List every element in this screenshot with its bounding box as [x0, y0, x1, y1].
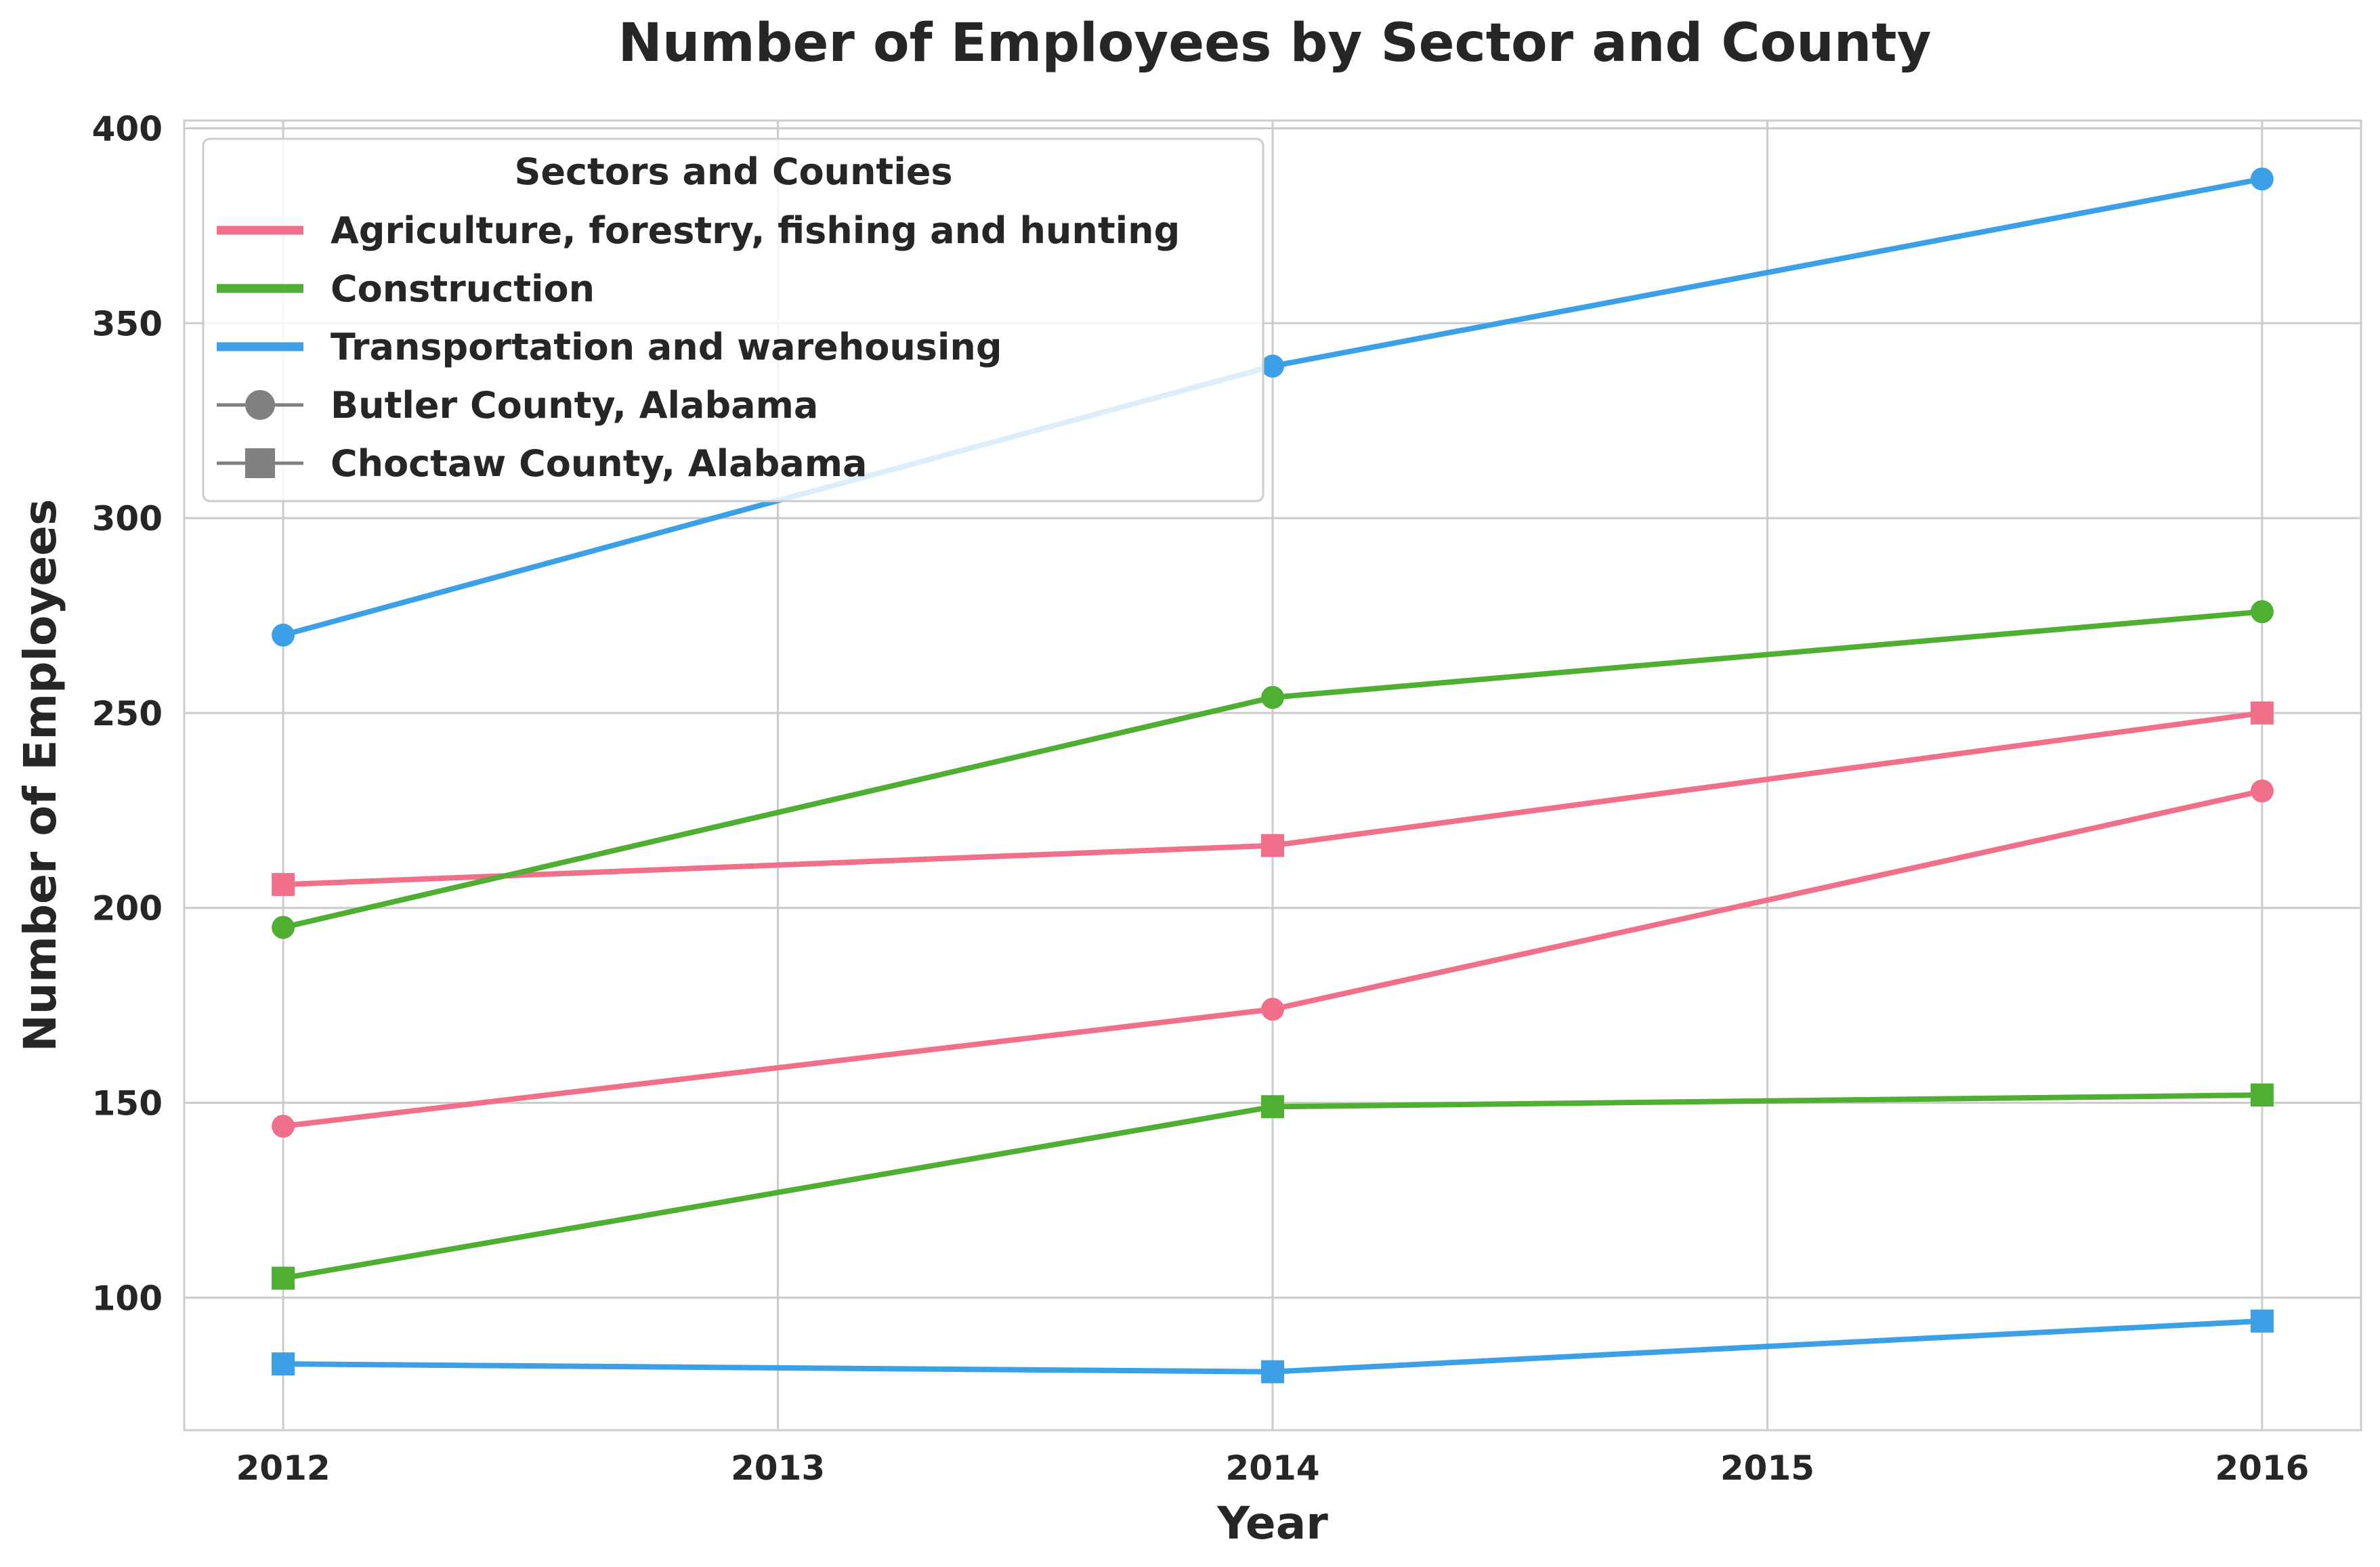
- x-tick-label: 2013: [731, 1448, 825, 1488]
- y-tick-label: 100: [92, 1279, 163, 1318]
- y-tick-label: 250: [92, 694, 163, 733]
- plot-frame: [183, 119, 2362, 1432]
- series-line: [272, 1083, 2274, 1290]
- series-line: [272, 701, 2274, 897]
- y-tick-label: 150: [92, 1084, 163, 1123]
- series-line: [272, 600, 2274, 939]
- tick-labels: 2012 2013 2014 2015 2016 100 150 200 250 300 350 40…: [92, 110, 2310, 1488]
- data-point-square: [1261, 1360, 1284, 1383]
- legend-label: Agriculture, forestry, fishing and hunti…: [331, 209, 1180, 252]
- legend-label: Construction: [331, 267, 595, 310]
- data-point-circle: [272, 916, 295, 939]
- series-line: [272, 1309, 2274, 1383]
- y-tick-label: 350: [92, 304, 163, 343]
- data-point-square: [1261, 834, 1284, 857]
- data-series: [272, 167, 2274, 1383]
- legend-item-county: Butler County, Alabama: [217, 384, 818, 427]
- data-point-circle: [2250, 779, 2274, 803]
- legend-label: Transportation and warehousing: [331, 326, 1002, 368]
- y-axis-label: Number of Employees: [14, 499, 66, 1052]
- x-tick-label: 2016: [2215, 1448, 2309, 1488]
- data-point-circle: [272, 623, 295, 647]
- chart-title: Number of Employees by Sector and County: [618, 13, 1932, 74]
- data-point-square: [2250, 1083, 2274, 1107]
- data-point-circle: [2250, 600, 2274, 624]
- legend-items: Agriculture, forestry, fishing and hunti…: [217, 209, 1180, 485]
- legend-item-county: Choctaw County, Alabama: [217, 442, 867, 485]
- legend-marker-square: [245, 448, 275, 478]
- data-point-circle: [1261, 997, 1284, 1021]
- legend-box: [202, 137, 1265, 502]
- data-point-circle: [272, 1115, 295, 1138]
- x-tick-label: 2014: [1225, 1448, 1319, 1488]
- legend-marker-circle: [245, 390, 275, 420]
- data-point-circle: [2250, 167, 2274, 191]
- y-tick-label: 300: [92, 499, 163, 538]
- data-point-square: [2250, 701, 2274, 725]
- legend: Sectors and Counties Agriculture, forest…: [202, 137, 1265, 502]
- data-point-circle: [1261, 354, 1284, 378]
- y-tick-label: 200: [92, 889, 163, 928]
- series-line: [272, 167, 2274, 647]
- x-axis-label: Year: [1216, 1497, 1328, 1549]
- legend-item-sector: Agriculture, forestry, fishing and hunti…: [217, 209, 1180, 252]
- y-tick-label: 400: [92, 110, 163, 149]
- legend-item-sector: Construction: [217, 267, 595, 310]
- data-point-circle: [1261, 685, 1284, 709]
- data-point-square: [272, 1352, 295, 1376]
- legend-label: Butler County, Alabama: [331, 384, 818, 427]
- data-point-square: [272, 1266, 295, 1290]
- x-tick-label: 2015: [1720, 1448, 1814, 1488]
- x-tick-label: 2012: [236, 1448, 331, 1488]
- data-point-square: [1261, 1095, 1284, 1119]
- data-point-square: [2250, 1309, 2274, 1333]
- legend-title: Sectors and Counties: [514, 150, 952, 193]
- legend-item-sector: Transportation and warehousing: [217, 326, 1002, 368]
- legend-label: Choctaw County, Alabama: [331, 442, 867, 485]
- series-line: [272, 779, 2274, 1138]
- data-point-square: [272, 873, 295, 897]
